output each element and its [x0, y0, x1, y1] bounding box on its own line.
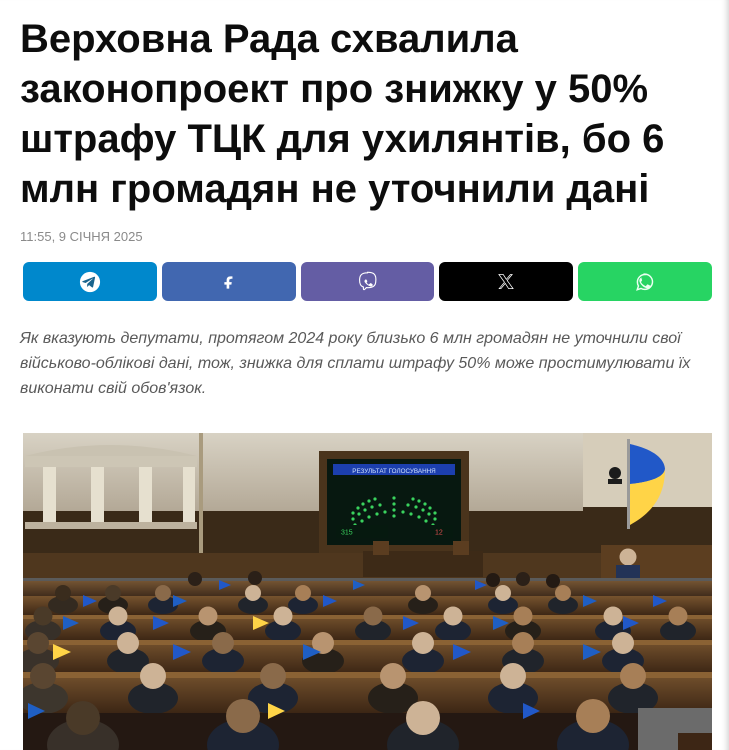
svg-text:12: 12	[435, 530, 443, 537]
svg-text:315: 315	[341, 530, 353, 537]
svg-text:РЕЗУЛЬТАТ ГОЛОСУВАННЯ: РЕЗУЛЬТАТ ГОЛОСУВАННЯ	[352, 468, 436, 475]
